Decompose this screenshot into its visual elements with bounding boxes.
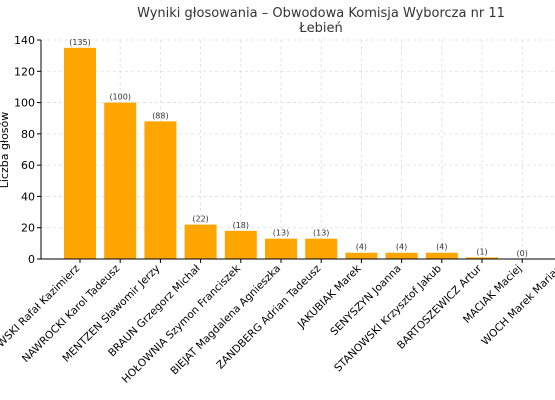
x-tick-label: SENYSZYN Joanna	[328, 263, 403, 338]
bar	[466, 257, 498, 259]
bar	[265, 238, 297, 259]
bars	[64, 47, 498, 260]
data-label: (13)	[313, 229, 329, 238]
chart-title: Wyniki głosowania – Obwodowa Komisja Wyb…	[137, 6, 505, 21]
bar	[425, 252, 458, 259]
y-axis-label: Liczba głosów	[0, 112, 11, 189]
chart-subtitle: Łebień	[298, 21, 342, 36]
y-tick-label: 120	[14, 65, 35, 78]
bar	[184, 224, 217, 259]
bar	[385, 252, 418, 259]
data-label: (4)	[396, 243, 407, 252]
data-label: (18)	[233, 221, 249, 230]
data-label: (0)	[517, 249, 528, 258]
bar	[305, 238, 338, 259]
y-tick-label: 60	[21, 159, 35, 172]
y-tick-label: 100	[14, 97, 35, 110]
y-ticks: 0 20 40 60 80 100 120 140	[14, 34, 41, 266]
bar	[104, 102, 137, 259]
data-label: (4)	[356, 243, 367, 252]
data-label: (4)	[436, 243, 447, 252]
bar	[144, 121, 177, 259]
y-tick-label: 40	[21, 190, 35, 203]
bar	[64, 47, 96, 260]
y-tick-label: 80	[21, 128, 35, 141]
data-label: (22)	[192, 215, 208, 224]
y-tick-label: 140	[14, 34, 35, 47]
data-label: (88)	[152, 111, 168, 120]
bar	[224, 230, 257, 259]
data-label: (100)	[109, 93, 131, 102]
data-label: (1)	[476, 247, 487, 256]
y-tick-label: 0	[28, 253, 35, 266]
x-tick-label: TRZASKOWSKI Rafał Kazimierz	[0, 262, 82, 385]
data-label: (135)	[69, 38, 91, 47]
data-label: (13)	[273, 229, 289, 238]
bar	[345, 252, 378, 259]
data-labels: (135) (100) (88) (22) (18) (13) (13) (4) (4) (4) (…	[69, 38, 528, 258]
y-tick-label: 20	[21, 222, 35, 235]
